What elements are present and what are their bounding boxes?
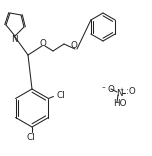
Text: N: N [116, 88, 122, 98]
Text: HO: HO [113, 98, 126, 107]
Text: $^{+}$: $^{+}$ [119, 88, 125, 94]
Text: Cl: Cl [56, 91, 65, 100]
Text: :O: :O [126, 88, 136, 97]
Text: $^{-}$: $^{-}$ [100, 85, 106, 91]
Text: O: O [108, 85, 115, 93]
Text: Cl: Cl [27, 132, 35, 141]
Text: O: O [71, 41, 77, 51]
Text: N: N [11, 36, 17, 44]
Text: O: O [40, 39, 47, 47]
